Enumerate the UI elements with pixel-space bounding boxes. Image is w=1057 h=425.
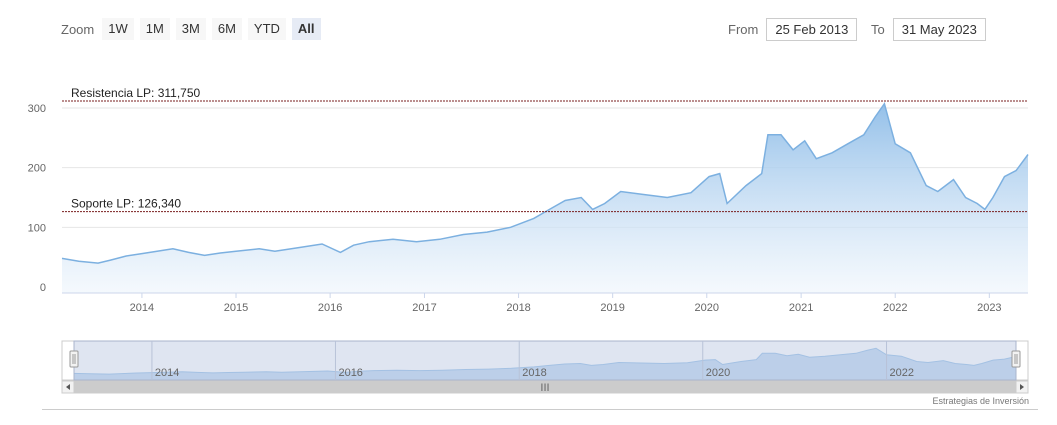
- from-date-input[interactable]: 25 Feb 2013: [766, 18, 858, 41]
- x-tick-label: 2019: [600, 302, 624, 314]
- x-tick-label: 2014: [130, 302, 154, 314]
- to-date-input[interactable]: 31 May 2023: [892, 18, 986, 41]
- scrollbar-thumb[interactable]: [73, 380, 1017, 394]
- navigator-label: 2020: [706, 367, 730, 379]
- navigator-mask: [73, 340, 1017, 381]
- zoom-button-3m[interactable]: 3M: [175, 18, 206, 40]
- navigator-label: 2016: [338, 367, 362, 379]
- x-tick-label: 2016: [318, 302, 342, 314]
- zoom-button-1m[interactable]: 1M: [139, 18, 170, 40]
- range-selector: Zoom 1W 1M 3M 6M YTD All: [61, 18, 321, 40]
- zoom-label: Zoom: [61, 21, 95, 37]
- zoom-button-1w[interactable]: 1W: [102, 18, 134, 40]
- navigator[interactable]: 2014 2016 2018 2020 2022 III: [61, 340, 1029, 394]
- x-axis: 2014 2015 2016 2017 2018 2019 2020 2021 2022 2023: [62, 292, 1028, 314]
- scroll-left-arrow-icon[interactable]: [66, 384, 70, 390]
- to-label: To: [871, 22, 885, 37]
- bottom-divider: [42, 409, 1038, 410]
- y-tick-label: 100: [28, 222, 46, 234]
- navigator-right-handle[interactable]: [1011, 350, 1021, 368]
- x-tick-label: 2020: [695, 302, 719, 314]
- resistance-label: Resistencia LP: 311,750: [71, 86, 201, 100]
- plot-lines: Resistencia LP: 311,750 Soporte LP: 126,3…: [62, 86, 1028, 213]
- navigator-left-handle[interactable]: [69, 350, 79, 368]
- navigator-label: 2014: [155, 367, 179, 379]
- scrollbar-grip: III: [540, 382, 549, 394]
- zoom-button-ytd[interactable]: YTD: [247, 18, 286, 40]
- x-tick-label: 2022: [883, 302, 907, 314]
- x-tick-label: 2023: [977, 302, 1001, 314]
- y-tick-label: 200: [28, 163, 46, 175]
- y-axis: 0 100 200 300: [28, 103, 46, 294]
- support-label: Soporte LP: 126,340: [71, 197, 181, 211]
- from-range: From 25 Feb 2013: [728, 18, 858, 41]
- y-tick-label: 300: [28, 103, 46, 115]
- zoom-button-all[interactable]: All: [291, 18, 321, 40]
- y-tick-label: 0: [40, 282, 46, 294]
- credits-text[interactable]: Estrategias de Inversión: [932, 396, 1029, 406]
- navigator-label: 2018: [522, 367, 546, 379]
- x-tick-label: 2015: [224, 302, 248, 314]
- x-tick-label: 2017: [412, 302, 436, 314]
- zoom-button-6m[interactable]: 6M: [211, 18, 242, 40]
- series-area-fill: [62, 103, 1028, 293]
- x-tick-label: 2018: [506, 302, 530, 314]
- navigator-label: 2022: [890, 367, 914, 379]
- to-range: To 31 May 2023: [871, 18, 986, 41]
- x-tick-label: 2021: [789, 302, 813, 314]
- series-line: [61, 102, 1029, 264]
- from-label: From: [728, 22, 759, 37]
- scroll-right-arrow-icon[interactable]: [1020, 384, 1024, 390]
- series-area: [61, 102, 1029, 293]
